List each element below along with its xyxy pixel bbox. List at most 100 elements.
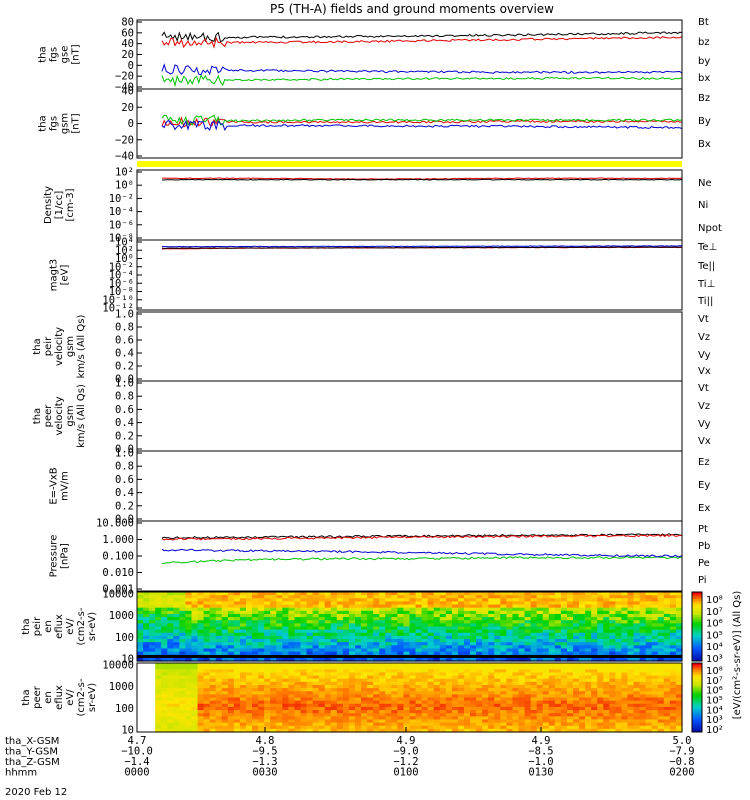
peir_en-cell (276, 607, 283, 612)
peir_en-cell (239, 657, 247, 662)
peer_en-cell (500, 697, 507, 702)
peir_en-cell (300, 598, 308, 603)
ytick-label: 0.6 (115, 404, 134, 416)
peir_en-cell (566, 639, 574, 643)
peir_en-cell (409, 645, 417, 650)
peir_en-cell (675, 657, 683, 662)
peir_en-cell (560, 598, 568, 603)
peer_en-cell (530, 700, 538, 705)
peir_en-cell (239, 623, 247, 628)
peir_en-cell (373, 639, 380, 643)
peer_en-cell (239, 728, 247, 733)
peer_en-cell (542, 678, 550, 683)
peer_en-cell (391, 688, 398, 692)
peir_en-cell (645, 623, 653, 628)
peir_en-cell (615, 651, 623, 656)
peir_en-cell (191, 592, 199, 596)
peir_en-cell (627, 601, 635, 606)
xaxis-value: 4.9 (397, 735, 416, 747)
peir_en-cell (585, 595, 592, 599)
peer_en-cell (203, 725, 211, 730)
peer_en-cell (645, 666, 653, 670)
peer_en-cell (560, 672, 568, 677)
peir_en-cell (482, 610, 489, 615)
peir_en-cell (167, 657, 174, 662)
peer_en-cell (427, 725, 435, 730)
peer_en-cell (464, 694, 471, 699)
peer_en-cell (276, 678, 283, 683)
peir_en-cell (554, 592, 562, 596)
peir_en-cell (669, 595, 677, 599)
peir_en-cell (312, 601, 320, 606)
peir_en-cell (464, 632, 471, 637)
peer_en-empty-cell (143, 722, 150, 727)
peir_en-cell (669, 610, 677, 615)
peer_en-cell (451, 675, 459, 680)
peer_en-cell (579, 719, 586, 724)
peer_en-cell (233, 684, 241, 689)
peer_en-cell (336, 694, 344, 699)
peir_en-cell (173, 620, 180, 624)
peir_en-cell (470, 604, 477, 609)
peir_en-cell (385, 623, 392, 628)
peir_en-cell (476, 648, 483, 653)
peer_en-cell (373, 688, 380, 692)
peer_en-cell (409, 691, 417, 695)
ytick-label: 0.2 (115, 500, 134, 512)
peer_en-cell (433, 722, 441, 727)
peer_en-cell (609, 663, 616, 667)
peer_en-cell (524, 706, 532, 711)
peir_en-cell (403, 639, 411, 643)
peer_en-cell (306, 725, 314, 730)
peer_en-cell (506, 666, 514, 670)
peir_en-cell (470, 613, 477, 618)
peir_en-cell (560, 592, 568, 596)
peer_en-cell (464, 719, 471, 724)
peir_en-cell (657, 620, 665, 624)
peer_en-cell (355, 688, 362, 692)
peer_en-cell (427, 706, 435, 711)
peir_en-cell (258, 620, 265, 624)
peir_en-cell (270, 623, 277, 628)
peer_en-cell (464, 703, 471, 708)
peer_en-cell (573, 663, 580, 667)
peer_en-cell (566, 678, 574, 683)
peir_en-cell (433, 645, 441, 650)
peer_en-cell (391, 663, 398, 667)
peer_en-empty-cell (137, 666, 144, 670)
peer_en-cell (609, 694, 616, 699)
peir_en-cell (367, 648, 374, 653)
ytick-label: 0.0 (115, 374, 134, 386)
peer_en-cell (270, 663, 277, 667)
peer_en-cell (282, 688, 289, 692)
peir_en-cell (415, 651, 423, 656)
peer_en-cell (161, 688, 168, 692)
peer_en-cell (500, 703, 507, 708)
peer_en-cell (282, 716, 289, 721)
plot-title: P5 (TH-A) fields and ground moments over… (270, 2, 554, 16)
peir_en-cell (167, 639, 174, 643)
peir_en-cell (324, 642, 332, 646)
peir_en-cell (227, 598, 235, 603)
peer_en-cell (457, 688, 465, 692)
peir_en-cell (342, 626, 350, 631)
peir_en-cell (185, 639, 193, 643)
peir_en-cell (258, 607, 265, 612)
peir_en-cell (415, 607, 423, 612)
peir_en-cell (560, 626, 568, 631)
peir_en-cell (252, 626, 259, 631)
peer_en-cell (300, 694, 308, 699)
peer_en-cell (494, 691, 501, 695)
peer_en-cell (476, 716, 483, 721)
peir_en-cell (367, 657, 374, 662)
peir_en-cell (233, 598, 241, 603)
peer_en-cell (621, 675, 629, 680)
peir_en-cell (597, 626, 604, 631)
peer_en-cell (615, 688, 623, 692)
peer_en-cell (161, 672, 168, 677)
peer_en-cell (639, 663, 647, 667)
peir_en-cell (645, 648, 653, 653)
peir_en-cell (573, 607, 580, 612)
peir_en-cell (445, 595, 453, 599)
peer_en-empty-cell (149, 728, 156, 733)
